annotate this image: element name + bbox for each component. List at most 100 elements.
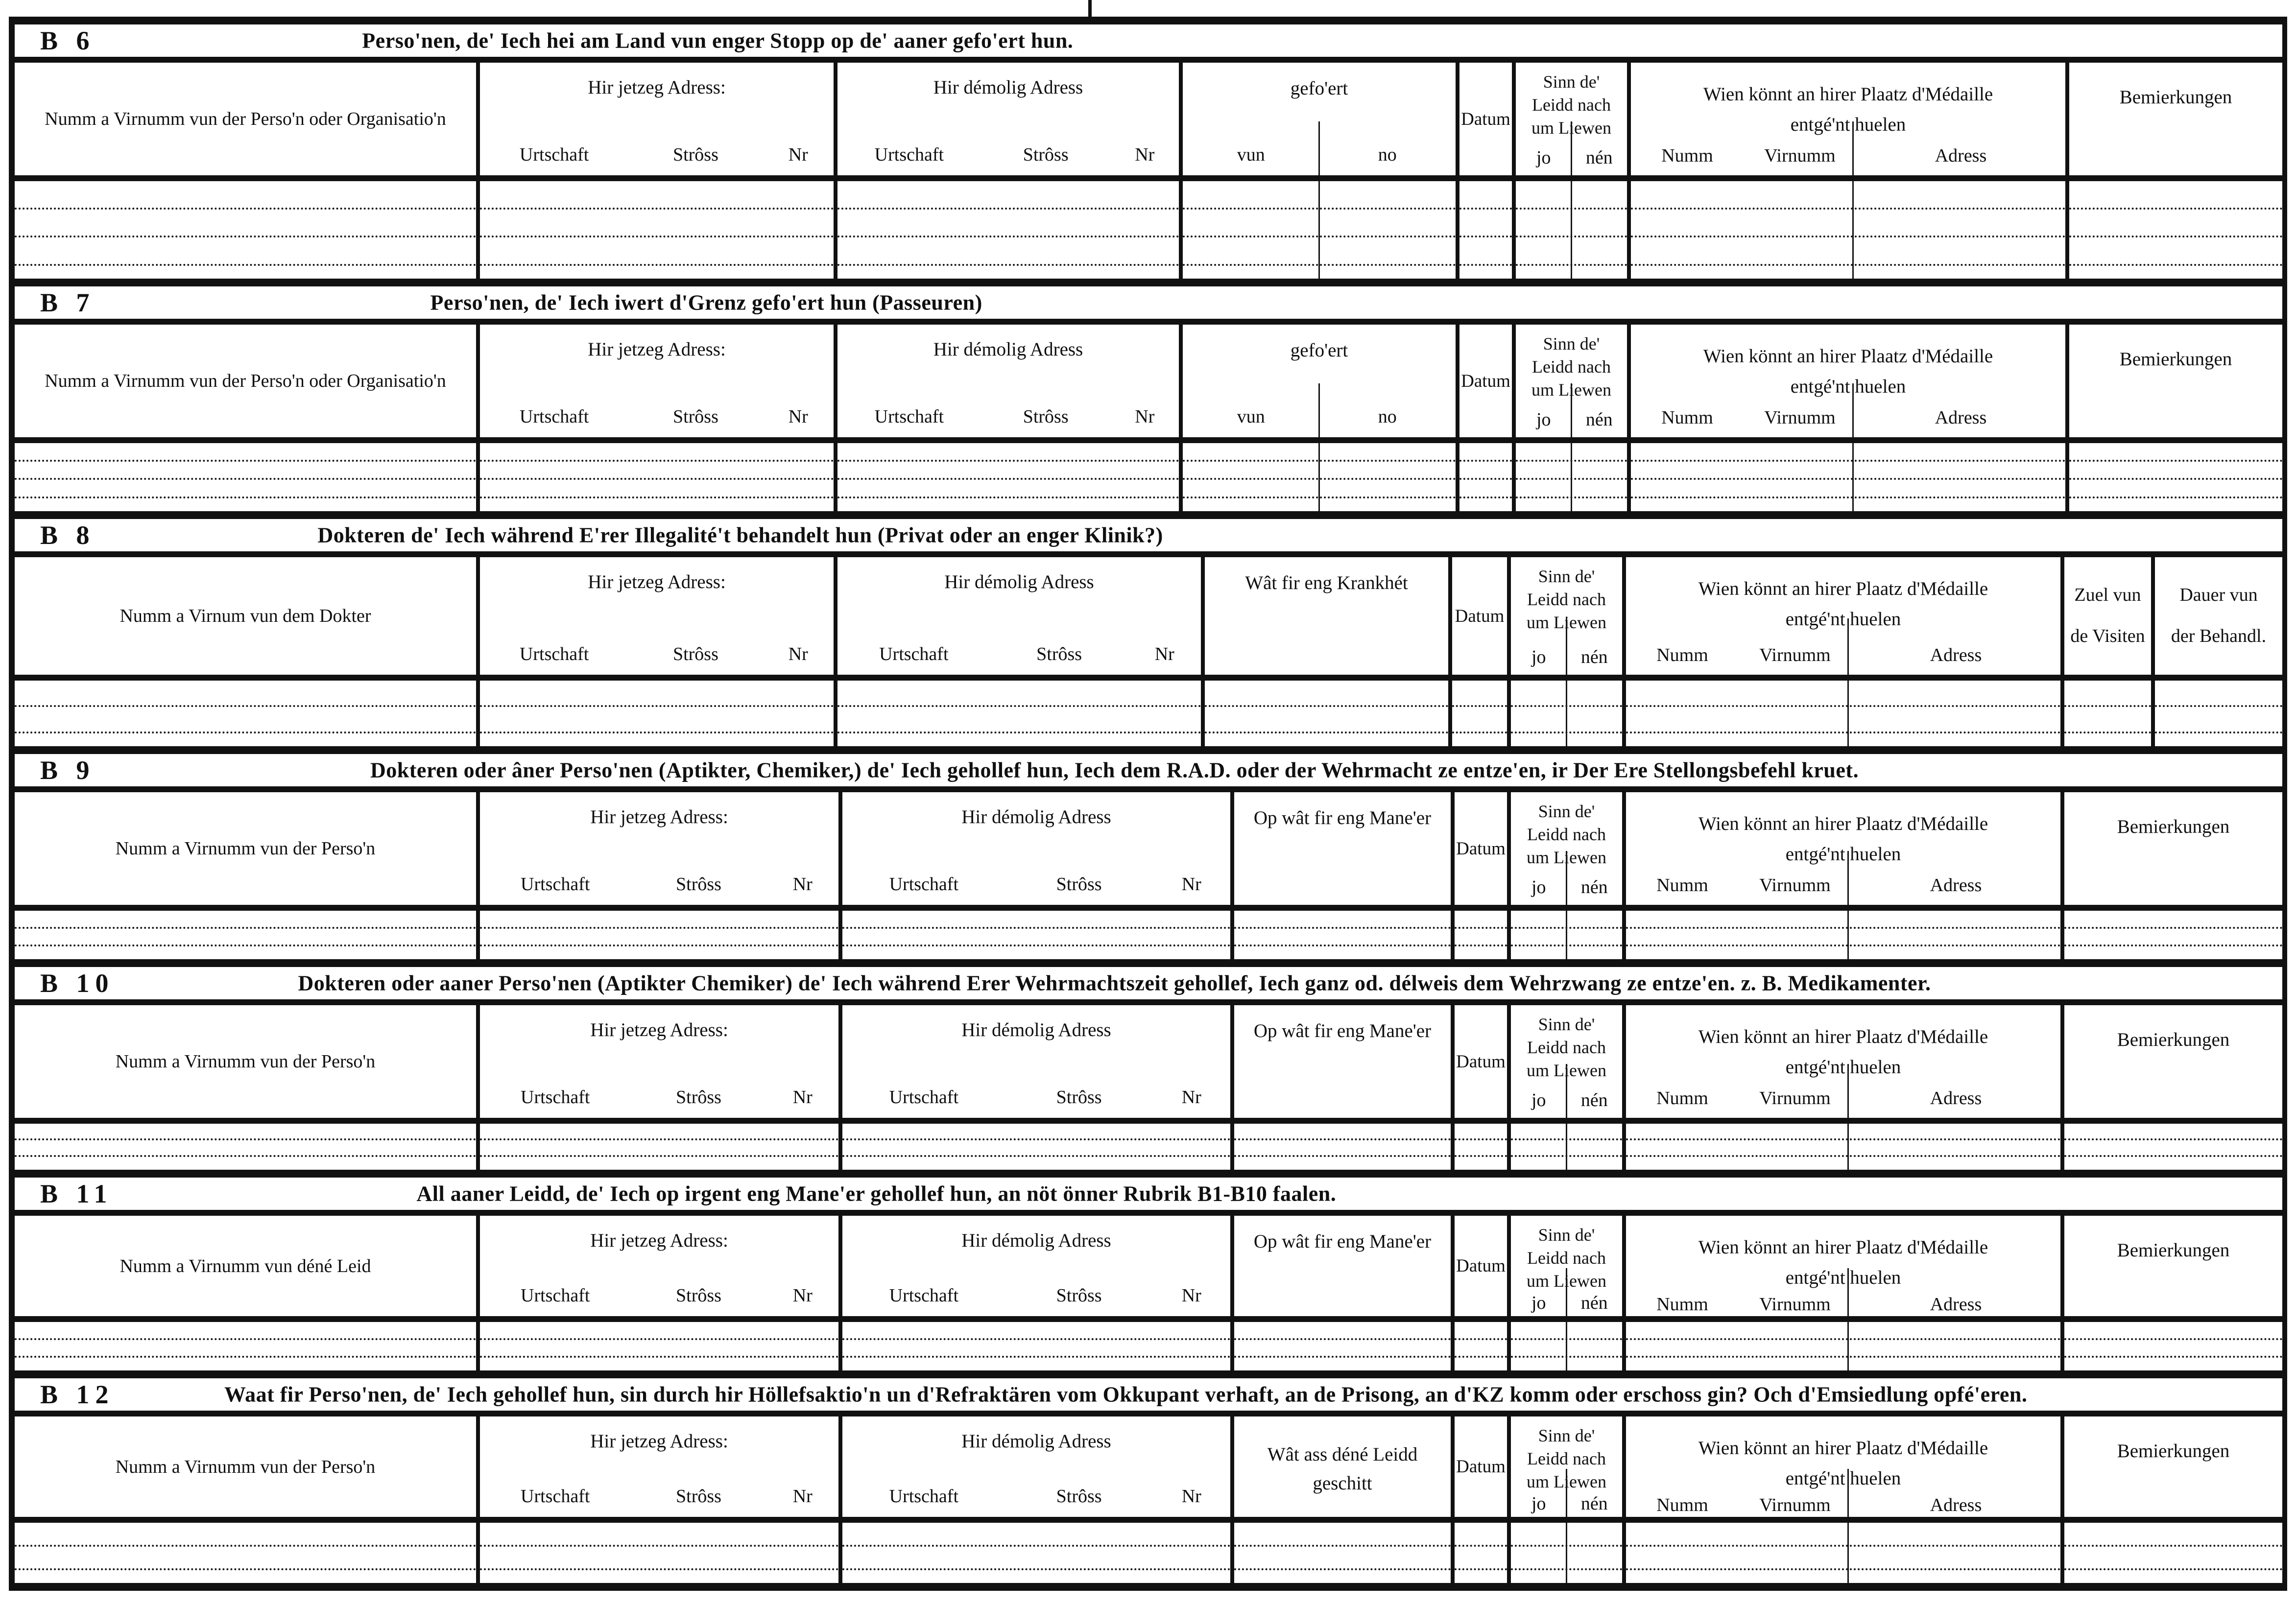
col-label: Datum	[1456, 838, 1506, 859]
ruled-line	[1459, 237, 1512, 266]
entry-rows	[15, 1322, 2282, 1370]
yes-no-subcolumns: jo nén	[1511, 1089, 1622, 1111]
entry-cell	[1516, 443, 1631, 511]
ruled-line	[842, 1340, 1230, 1358]
subcol-firstname: Virnumm	[1759, 1088, 1831, 1109]
subcolumn-divider	[1847, 681, 1849, 746]
subcol-street: Strôss	[676, 1486, 721, 1507]
label-line: Leidd nach	[1532, 94, 1611, 115]
spacer	[1455, 1570, 1507, 1583]
section-b12: B 12 Waat fir Perso'nen, de' Iech geholl…	[15, 1370, 2282, 1591]
ruled-line	[2064, 681, 2151, 707]
entry-cell	[2064, 1124, 2282, 1170]
subcol-firstname: Virnumm	[1764, 145, 1836, 166]
ruled-line	[15, 462, 476, 480]
col-header-medal-recipient: Wien könnt an hirer Plaatz d'Médaille ent…	[1631, 325, 2069, 437]
group-label: Wien könnt an hirer Plaatz d'Médaille ent…	[1626, 1433, 2060, 1494]
subcol-address: Adress	[1930, 1294, 1982, 1315]
ruled-line	[1626, 707, 2060, 733]
ruled-line	[15, 480, 476, 499]
col-label: Numm a Virnumm vun der Perso'n	[115, 838, 376, 859]
col-header-visit-count: Zuel vun de Visiten	[2064, 557, 2155, 675]
subcol-surname: Numm	[1656, 1088, 1708, 1109]
spacer	[1626, 1570, 2060, 1583]
entry-cell	[480, 181, 837, 279]
subcol-number: Nr	[792, 874, 813, 895]
entry-cell	[480, 1523, 842, 1583]
section-number: B 8	[40, 520, 96, 550]
col-header-name: Numm a Virnumm vun der Perso'n	[15, 1416, 480, 1517]
ruled-line	[842, 1547, 1230, 1570]
divider	[15, 551, 2282, 557]
subcol-firstname: Virnumm	[1759, 1494, 1831, 1515]
spacer	[2069, 266, 2282, 279]
subcol-surname: Numm	[1656, 645, 1708, 665]
divider	[15, 786, 2282, 792]
spacer	[1626, 946, 2060, 959]
col-label: Numm a Virnumm vun der Perso'n oder Orga…	[45, 371, 446, 391]
section-number: B 12	[40, 1380, 115, 1409]
label-line: Wien könnt an hirer Plaatz d'Médaille	[1698, 1237, 1988, 1258]
ruled-line	[1452, 681, 1507, 707]
name-subcolumns: Numm Virnumm Adress	[1626, 1294, 2060, 1315]
ruled-line	[1234, 1124, 1451, 1140]
subcol-yes: jo	[1531, 1090, 1546, 1110]
ruled-line	[480, 237, 834, 266]
ruled-line	[1205, 707, 1448, 733]
divider	[15, 1411, 2282, 1416]
spacer	[1205, 733, 1448, 746]
label-line: Sinn de'	[1538, 1426, 1595, 1445]
spacer	[1234, 1157, 1451, 1170]
subcol-address: Adress	[1935, 407, 1987, 428]
subcol-to: no	[1378, 406, 1397, 427]
subcol-town: Urtschaft	[521, 1087, 590, 1108]
subcol-street: Strôss	[1023, 144, 1069, 165]
spacer	[15, 1358, 476, 1370]
subcol-street: Strôss	[672, 144, 718, 165]
col-header-manner: Op wât fir eng Mane'er	[1234, 1005, 1455, 1118]
entry-cell	[2155, 681, 2282, 746]
ruled-line	[1631, 443, 2065, 462]
col-header-former-address: Hir démolig Adress Urtschaft Strôss Nr	[842, 1216, 1234, 1316]
col-label: Datum	[1456, 1457, 1506, 1477]
group-label: Wien könnt an hirer Plaatz d'Médaille ent…	[1626, 1232, 2060, 1294]
col-header-transported: gefo'ert vun no	[1183, 325, 1459, 437]
entry-cell	[1183, 181, 1459, 279]
col-header-date: Datum	[1455, 1416, 1511, 1517]
ruled-line	[480, 1340, 838, 1358]
col-header-remarks: Bemierkungen	[2064, 1416, 2282, 1517]
yes-no-subcolumns: jo nén	[1511, 1493, 1622, 1514]
ruled-line	[480, 181, 834, 210]
subcol-town: Urtschaft	[889, 1087, 958, 1108]
subcol-town: Urtschaft	[874, 406, 944, 427]
group-label: Op wât fir eng Mane'er	[1253, 1020, 1432, 1041]
entry-rows	[15, 443, 2282, 511]
ruled-line	[480, 210, 834, 238]
entry-cell	[15, 181, 480, 279]
ruled-line	[480, 1124, 838, 1140]
col-header-current-address: Hir jetzeg Adress: Urtschaft Strôss Nr	[480, 325, 837, 437]
from-to-subcolumns: vun no	[1183, 406, 1456, 427]
subcolumn-divider	[1565, 1063, 1567, 1118]
ruled-line	[1631, 237, 2065, 266]
entry-cell	[1626, 681, 2064, 746]
entry-cell	[1234, 911, 1455, 959]
col-label: Bemierkungen	[2119, 87, 2232, 108]
entry-cell	[1511, 911, 1626, 959]
col-header-name: Numm a Virnumm vun der Perso'n oder Orga…	[15, 325, 480, 437]
ruled-line	[15, 1124, 476, 1140]
column-headers: Numm a Virnumm vun der Perso'n Hir jetze…	[15, 792, 2282, 911]
ruled-line	[1234, 1322, 1451, 1340]
ruled-line	[2064, 1340, 2282, 1358]
col-header-date: Datum	[1459, 63, 1516, 175]
entry-cell	[1183, 443, 1459, 511]
ruled-line	[842, 1322, 1230, 1340]
col-header-date: Datum	[1455, 1005, 1511, 1118]
ruled-line	[480, 443, 834, 462]
spacer	[15, 266, 476, 279]
spacer	[1626, 733, 2060, 746]
spacer	[15, 733, 476, 746]
subcol-street: Strôss	[1036, 644, 1082, 664]
divider	[15, 999, 2282, 1005]
col-label: Bemierkungen	[2119, 349, 2232, 370]
